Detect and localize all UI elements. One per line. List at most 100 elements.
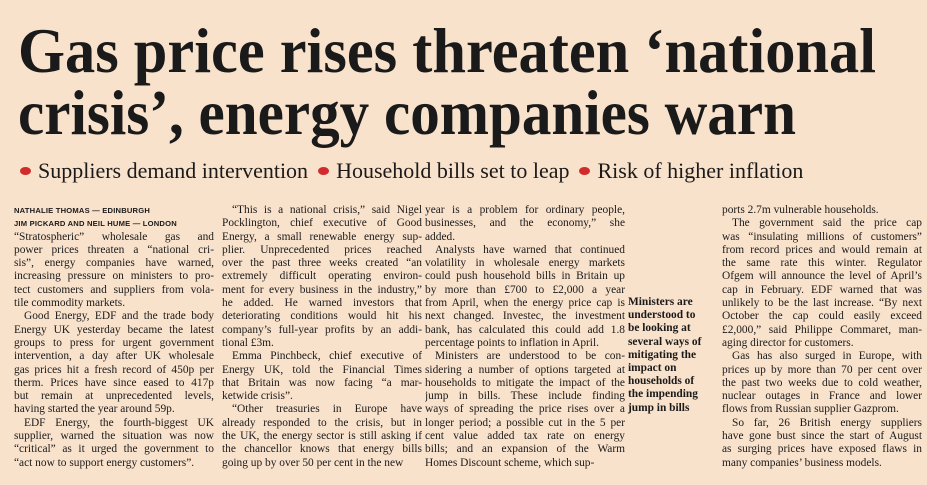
text-line: bank, has calculated this could add 1.8: [425, 323, 625, 336]
text-line: could push household bills in Britain up: [425, 270, 625, 283]
text-line: year is a problem for ordinary people,: [425, 204, 625, 216]
pull-quote-line: households of: [628, 375, 695, 388]
text-line: having started the year around 59p.: [14, 403, 175, 416]
text-line: tional £3m.: [222, 336, 274, 349]
text-line: increasing pressure on ministers to pro-: [14, 270, 214, 283]
bullet: [318, 167, 330, 175]
text-line: cap in February. EDF warned that was: [722, 283, 922, 296]
column: year is a problem for ordinary people, bu…: [425, 204, 625, 470]
text-line: EDF Energy, the fourth-biggest UK: [24, 416, 214, 429]
pull-quote-line: the impending: [628, 388, 698, 401]
pull-quote-line: mitigating the: [628, 348, 697, 361]
headline-line: Gas price rises threaten ‘national: [18, 15, 876, 86]
byline: JIM PICKARD AND NEIL HUME — LONDON: [14, 219, 177, 229]
headline-line: crisis’, energy companies warn: [18, 77, 796, 148]
text-line: households to mitigate the impact of the: [425, 376, 625, 389]
text-line: tect customers and suppliers from vola-: [14, 283, 214, 296]
text-line: sidering a number of options targeted at: [425, 363, 625, 376]
text-line: cent value added tax rate on energy: [425, 430, 625, 443]
text-line: bills; and an expansion of the Warm: [425, 443, 625, 456]
text-line: volatility in wholesale energy markets: [425, 257, 625, 270]
subhead: Suppliers demand intervention: [38, 158, 309, 183]
text-line: jump in bills. These include finding: [425, 390, 625, 403]
text-line: plier. Unprecedented prices reached: [222, 243, 422, 256]
text-line: the UK, the energy sector is still askin…: [222, 430, 422, 443]
text-line: ment for every business in the industry,…: [222, 283, 422, 296]
text-line: aging director for customers.: [722, 336, 854, 349]
text-line: “act now to support energy customers”.: [14, 456, 195, 469]
text-line: the past two weeks due to cold weather,: [722, 376, 922, 389]
text-line: from record prices and would remain at: [722, 243, 922, 256]
text-line: Ofgem will announce the level of April’s: [722, 270, 922, 283]
text-line: flows from Russian supplier Gazprom.: [722, 403, 899, 416]
text-line: Energy, a small renewable energy sup-: [222, 230, 422, 243]
text-line: The government said the price cap: [732, 217, 922, 230]
pull-quote: Ministers are understood to be looking at s…: [628, 296, 720, 415]
text-line: as surging prices have exposed flaws in: [722, 443, 922, 456]
text-line: gas prices hit a fresh record of 450p pe…: [14, 363, 214, 376]
text-line: “Stratospheric” wholesale gas and: [14, 230, 214, 243]
text-line: power prices threaten a “national cri-: [14, 243, 214, 256]
text-line: Emma Pinchbeck, chief executive of: [232, 350, 422, 363]
text-line: “critical” as it urged the government to: [14, 443, 214, 456]
text-line: “This is a national crisis,” said Nigel: [232, 204, 422, 216]
text-line: over the past three weeks created “an: [222, 257, 422, 270]
pull-quote-line: several ways of: [628, 335, 702, 348]
text-line: that Britain was now facing “a mar-: [222, 376, 422, 389]
subhead: Risk of higher inflation: [597, 158, 804, 183]
text-line: tile commodity markets.: [14, 297, 126, 310]
text-line: ways of spreading the price rises over a: [425, 403, 625, 416]
pull-quote-line: Ministers are: [628, 296, 693, 308]
text-line: sis”, energy companies have warned,: [14, 257, 214, 270]
column: ports 2.7m vulnerable households. The gov…: [722, 204, 922, 470]
text-line: next changed. Investec, the investment: [425, 310, 625, 323]
text-line: many companies’ business models.: [722, 456, 882, 469]
headline: Gas price rises threaten ‘national crisi…: [18, 15, 876, 148]
text-line: nuclear outages in France and lower: [722, 390, 922, 403]
text-line: the same rate this winter. Regulator: [722, 257, 922, 270]
subheads: Suppliers demand intervention Household b…: [14, 158, 914, 184]
text-line: deteriorating conditions would hit his: [222, 310, 422, 323]
text-line: prices up by more than 70 per cent over: [722, 363, 922, 376]
text-line: ports 2.7m vulnerable households.: [722, 204, 879, 216]
text-line: have gone bust since the start of August: [722, 430, 922, 443]
byline: NATHALIE THOMAS — EDINBURGH: [14, 206, 151, 215]
text-line: October the cap could easily exceed: [722, 310, 922, 323]
text-line: he added. He warned investors that: [222, 297, 422, 310]
pull-quote-line: impact on: [628, 362, 677, 375]
text-line: Pocklington, chief executive of Good: [222, 217, 422, 230]
text-line: unlikely to be the last increase. “By ne…: [722, 297, 922, 310]
text-line: Ministers are understood to be con-: [435, 350, 625, 363]
text-line: ketwide crisis”.: [222, 390, 293, 403]
text-line: company’s full-year profits by an addi-: [222, 323, 422, 336]
text-line: intervention, a day after UK wholesale: [14, 350, 214, 363]
text-line: Gas has also surged in Europe, with: [732, 350, 922, 363]
text-line: but remain at unprecedented levels,: [14, 390, 214, 403]
text-line: the chancellor knows that energy bills: [222, 443, 422, 456]
text-line: Analysts have warned that continued: [435, 243, 625, 256]
text-line: Good Energy, EDF and the trade body: [24, 310, 214, 323]
bullet: [20, 167, 31, 175]
column: “This is a national crisis,” said Nigel P…: [222, 204, 422, 470]
text-line: Homes Discount scheme, which sup-: [425, 456, 595, 469]
text-line: supplier, warned the situation was now: [14, 430, 214, 443]
pull-quote-line: be looking at: [628, 322, 691, 335]
text-line: “Other treasuries in Europe have: [232, 403, 422, 416]
text-line: by more than £700 to £2,000 a year: [425, 283, 625, 296]
text-line: groups to press for urgent government: [14, 336, 214, 349]
pull-quote-line: understood to: [628, 309, 696, 322]
text-line: Energy UK, told the Financial Times: [222, 363, 422, 376]
text-line: added.: [425, 230, 456, 243]
text-line: Energy UK yesterday became the latest: [14, 323, 214, 336]
text-line: businesses, and the economy,” she: [425, 217, 625, 230]
text-line: from April, when the energy price cap is: [425, 297, 625, 310]
text-line: longer period; a possible cut in the 5 p…: [425, 416, 625, 429]
subhead: Household bills set to leap: [336, 158, 570, 183]
text-line: percentage points to inflation in April.: [425, 336, 599, 349]
text-line: So far, 26 British energy suppliers: [732, 416, 922, 429]
text-line: £2,000,” said Philippe Commaret, man-: [722, 323, 922, 336]
text-line: was “insulating millions of customers”: [722, 230, 922, 243]
column: NATHALIE THOMAS — EDINBURGH JIM PICKARD …: [14, 204, 214, 470]
text-line: extremely difficult operating environ-: [222, 270, 422, 283]
